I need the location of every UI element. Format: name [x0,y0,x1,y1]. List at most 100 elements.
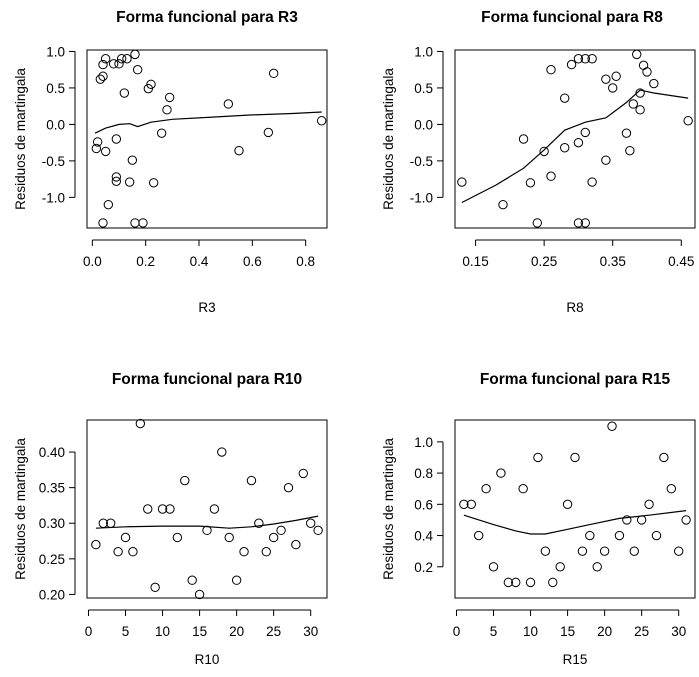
y-tick-label: 0.30 [39,516,65,531]
data-point [635,105,645,115]
data-point [291,539,301,550]
data-point [611,71,621,81]
data-point [231,575,242,585]
data-point [283,482,294,493]
data-point [518,484,528,494]
data-point [548,577,558,588]
x-tick-label: 15 [192,624,207,639]
data-point [533,452,543,463]
data-point [511,577,521,588]
data-point [254,518,264,528]
data-point [635,88,645,98]
x-tick-label: 0.35 [600,254,626,269]
data-point [459,499,469,510]
data-point [573,137,584,148]
y-tick-label: 1.0 [414,435,433,450]
data-point [100,54,111,64]
data-point [91,539,101,550]
data-point [681,515,691,525]
data-point [113,547,123,557]
x-tick-label: 25 [634,624,649,639]
x-axis-label: R8 [566,300,583,315]
data-point [457,177,467,187]
data-point [224,532,234,543]
y-axis-label: Residuos de martingala [381,68,396,210]
data-point [488,562,499,572]
data-point [621,128,632,138]
data-point [573,218,584,228]
data-point [580,218,590,228]
x-tick-label: 15 [560,624,575,639]
y-tick-label: 0.4 [414,529,433,544]
data-point [98,518,108,528]
y-tick-label: 0.5 [414,81,433,96]
data-point [481,484,491,494]
data-point [566,59,577,70]
data-point [496,468,506,478]
data-point [674,546,684,556]
smooth-line [463,510,687,535]
data-point [592,562,602,572]
data-point [466,499,476,510]
data-point [98,218,108,228]
data-point [130,218,140,228]
y-tick-label: 0.2 [414,560,433,575]
y-tick-label: 0.0 [414,117,433,132]
panel-title: Forma funcional para R8 [481,9,663,26]
y-axis-label: Residuos de martingala [13,68,28,210]
data-point [570,452,580,463]
data-point [122,54,132,64]
data-point [580,127,590,138]
data-point [143,504,153,514]
data-point [217,447,227,457]
y-tick-label: 0.20 [39,587,65,602]
data-point [580,54,590,64]
y-tick-label: 0.35 [39,481,65,496]
y-tick-label: -1.0 [42,190,65,205]
y-tick-label: -0.5 [42,154,65,169]
data-point [223,99,234,109]
data-point [261,547,271,557]
data-point [608,83,618,93]
panel-4: Forma funcional para R15 0 5 10 15 20 25 30 0.2 0… [381,371,696,667]
y-axis-label: Residuos de martingala [381,438,396,580]
data-point [683,116,693,126]
data-point [614,530,625,541]
y-tick-label: 0.0 [46,117,65,132]
x-axis-label: R10 [195,652,220,667]
x-tick-label: 0 [453,624,461,639]
y-tick-label: 1.0 [46,44,65,59]
data-point [164,92,175,103]
data-point [298,468,308,479]
data-point [540,546,551,556]
data-point [132,64,143,75]
data-point [120,532,131,543]
data-point [268,68,279,79]
data-point [644,499,654,510]
x-tick-label: 0.25 [531,254,557,269]
data-point [659,452,669,463]
data-point [202,525,212,536]
data-point [103,199,114,210]
data-point [666,484,676,494]
data-point [98,71,108,81]
x-axis-label: R3 [198,300,215,315]
x-tick-label: 0.15 [462,254,488,269]
data-point [124,177,135,187]
data-point [194,589,205,600]
y-tick-label: 0.8 [414,466,433,481]
smooth-line [95,515,319,529]
data-point [560,93,570,103]
panel-title: Forma funcional para R3 [116,9,298,26]
y-tick-label: 0.25 [39,552,65,567]
data-point [546,64,556,75]
data-point [632,49,642,60]
data-point [587,54,597,64]
panel-2: Forma funcional para R8 0.15 0.25 0.35 0.45 -… [381,9,696,315]
data-point [573,54,584,64]
data-point [560,143,570,153]
data-point [148,178,159,188]
data-point [106,518,116,528]
